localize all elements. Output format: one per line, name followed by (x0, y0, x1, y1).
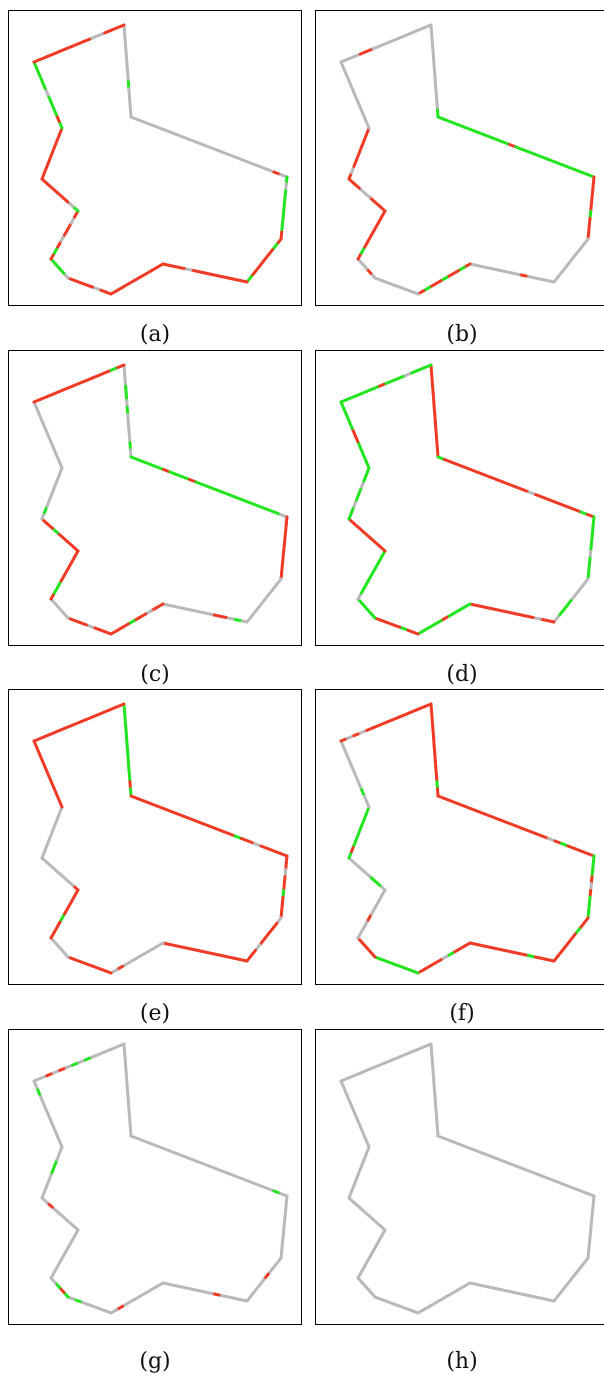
outline-plot (32, 1042, 289, 1315)
panel-frame (315, 1029, 604, 1325)
panel-caption: (b) (446, 322, 478, 347)
outline-plot (339, 702, 596, 975)
outline-segment (116, 23, 126, 30)
outline-segment (116, 702, 126, 709)
outline-segment (423, 23, 433, 30)
panel-frame (8, 1029, 302, 1325)
figure-panel: (b) (315, 10, 604, 355)
outline-plot (32, 702, 289, 975)
outline-plot (339, 23, 596, 296)
outline-plot (32, 363, 289, 636)
outline-segment (116, 1042, 126, 1049)
outline-segment (423, 363, 433, 370)
figure-panel: (g) (8, 1029, 302, 1374)
figure-panel: (d) (315, 350, 604, 695)
outline-segment (423, 1042, 433, 1049)
panel-caption: (a) (139, 322, 171, 347)
outline-plot (32, 23, 289, 296)
panel-caption: (d) (446, 662, 478, 687)
panel-frame (8, 10, 302, 306)
figure-panel: (f) (315, 689, 604, 1034)
outline-segment (423, 702, 433, 709)
panel-frame (8, 350, 302, 646)
panel-frame (8, 689, 302, 985)
panel-frame (315, 350, 604, 646)
panel-frame (315, 10, 604, 306)
panel-caption: (h) (446, 1349, 478, 1374)
figure-panel: (h) (315, 1029, 604, 1374)
panel-caption: (g) (139, 1349, 171, 1374)
panel-caption: (e) (139, 1001, 171, 1026)
figure-panel: (c) (8, 350, 302, 695)
figure-panel: (e) (8, 689, 302, 1034)
panel-caption: (c) (140, 662, 170, 687)
outline-plot (339, 1042, 596, 1315)
outline-segment (116, 363, 126, 370)
outline-plot (339, 363, 596, 636)
panel-frame (315, 689, 604, 985)
figure-panel: (a) (8, 10, 302, 355)
panel-caption: (f) (449, 1001, 475, 1026)
